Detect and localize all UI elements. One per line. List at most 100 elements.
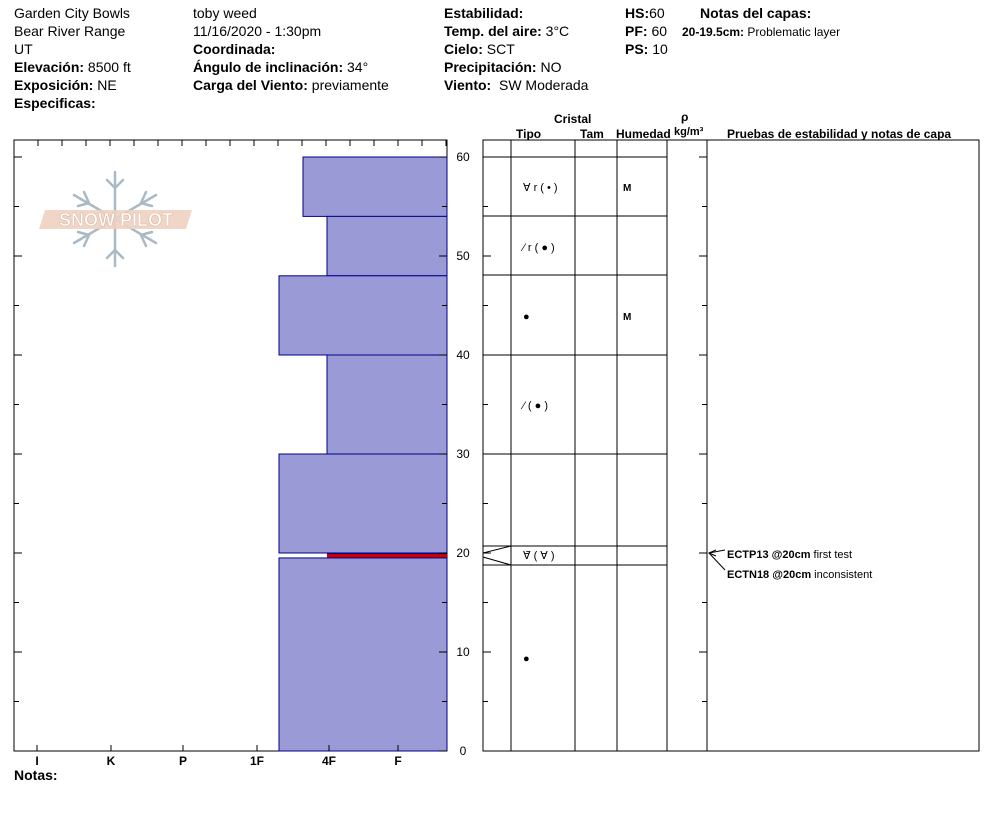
hs-label: HS: [625,5,650,21]
logo-banner [39,210,192,229]
depth-tick-label: 0 [460,744,467,758]
depth-tick-label: 20 [456,546,470,560]
precip-value: NO [540,59,562,75]
layer-note-text: Problematic layer [747,25,841,39]
type-header: Tipo [516,127,542,141]
coords-label: Coordinada: [193,41,276,57]
moisture-value: M [623,312,631,323]
pf-label: PF: [625,23,648,39]
hardness-scale-label: 1F [250,754,264,768]
elevation-label: Elevación: [14,59,85,75]
depth-tick-label: 50 [456,249,470,263]
ps-row: PS: 10 [625,40,668,58]
slope-row: Ángulo de inclinación: 34° [193,58,368,76]
hardness-scale-label: K [107,754,116,768]
layer-notes-label: Notas del capas: [700,5,812,21]
range-name: Bear River Range [14,23,126,39]
hardness-scale-label: F [394,754,401,768]
test-comment: first test [811,549,853,561]
wind-value: SW Moderada [498,77,589,93]
air-temp-row: Temp. del aire: 3°C [444,22,569,40]
stability-label: Estabilidad: [444,5,524,21]
crystal-symbol: ● [523,311,530,323]
slope-label: Ángulo de inclinación: [193,59,344,75]
hardness-layer-bar [302,156,448,217]
hs-value: 60 [649,5,665,21]
precip-label: Precipitación: [444,59,537,75]
moisture-value: M [623,183,631,194]
sky-value: SCT [486,41,515,57]
snowpilot-logo: SNOW PILOT [39,170,192,268]
hardness-layer-bar [326,215,448,277]
location-name: Garden City Bowls [14,5,130,21]
wind-load-label: Carga del Viento: [193,77,308,93]
aspect-label: Exposición: [14,77,94,93]
moisture-header: Humedad [616,127,671,141]
elevation-value: 8500 ft [87,59,131,75]
observer-name: toby weed [193,5,257,21]
crystal-symbol: ∀̄ ( ∀ ) [523,550,555,562]
depth-tick-label: 40 [456,348,470,362]
precip-row: Precipitación: NO [444,58,561,76]
layer-note-depth: 20-19.5cm: [682,25,745,39]
stability-test-row: ECTN18 @20cm inconsistent [727,569,872,581]
crystal-symbol: ⁄ r ( ● ) [520,242,555,254]
test-pointer-line [708,552,726,571]
air-temp-value: 3°C [545,23,570,39]
hardness-layers [278,156,448,752]
test-comment: inconsistent [811,569,872,581]
aspect-row: Exposición: NE [14,76,117,94]
elevation-row: Elevación: 8500 ft [14,58,131,76]
tests-header: Pruebas de estabilidad y notas de capa [727,127,952,141]
thin-layer-connector-top [482,545,512,554]
hs-row: HS:60 [625,4,665,22]
notes-label: Notas: [14,767,58,783]
hardness-layer-bar [278,453,448,554]
wind-load-row: Carga del Viento: previamente [193,76,389,94]
crystal-header: Cristal [554,112,592,126]
crystal-symbol: ⁄ ( ● ) [520,400,548,412]
crystal-symbol: ∀ r ( • ) [523,182,558,194]
slope-value: 34° [347,59,369,75]
hardness-scale-label: 4F [322,754,336,768]
wind-load-value: previamente [311,77,389,93]
thin-layer-connector-bottom [482,556,512,566]
hardness-layer-bar [278,557,448,752]
test-code: ECTP13 @20cm [727,549,811,561]
sky-row: Cielo: SCT [444,40,515,58]
density-unit: kg/m³ [674,126,704,138]
test-pointer-line [708,549,726,554]
observation-datetime: 11/16/2020 - 1:30pm [193,23,322,39]
crystal-table-frame [482,139,980,752]
sky-label: Cielo: [444,41,483,57]
wind-label: Viento: [444,77,492,93]
ps-label: PS: [625,41,649,57]
problem-layer-bar [327,553,447,558]
depth-tick-label: 60 [456,150,470,164]
pf-value: 60 [651,23,668,39]
ps-value: 10 [652,41,668,57]
hardness-scale-label: P [179,754,187,768]
layer-note: 20-19.5cm: Problematic layer [682,23,840,41]
hardness-layer-bar [326,354,448,455]
depth-tick-label: 30 [456,447,470,461]
crystal-symbol: ● [523,653,530,665]
logo-text: SNOW PILOT [59,210,173,230]
wind-row: Viento: SW Moderada [444,76,588,94]
size-header: Tam [580,127,604,141]
hardness-layer-bar [278,275,448,356]
state-name: UT [14,41,33,57]
air-temp-label: Temp. del aire: [444,23,542,39]
crystal-table-rows: ∀ r ( • ) M ⁄ r ( ● ) ● M ⁄ ( ● ) ∀̄ ( ∀ ) ● [482,156,667,665]
test-code: ECTN18 @20cm [727,569,811,581]
stability-test-row: ECTP13 @20cm first test [727,549,852,561]
depth-tick-label: 10 [456,645,470,659]
test-pointer-arrow [707,549,717,557]
specifics-label: Especificas: [14,95,96,111]
plot-ticks: 60 50 40 30 20 10 0 I K P 1F 4F F [13,140,707,768]
hardness-scale-label: I [35,754,38,768]
aspect-value: NE [97,77,117,93]
density-symbol: ρ [681,110,689,124]
